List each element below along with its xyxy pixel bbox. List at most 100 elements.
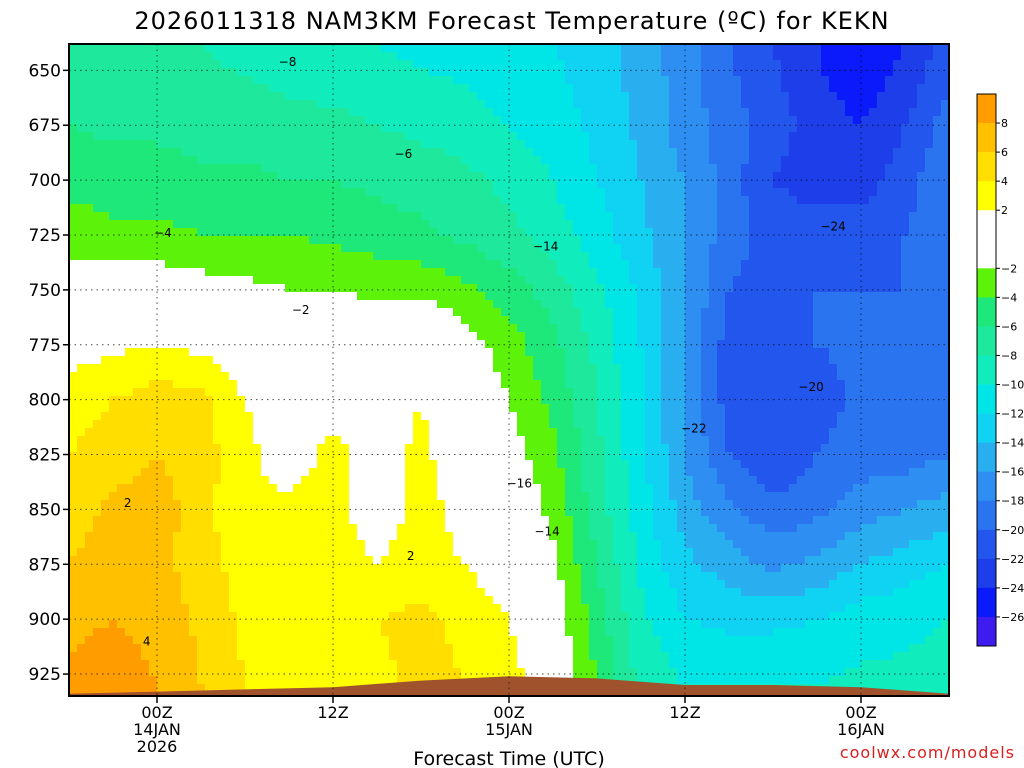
field-cell (757, 380, 766, 389)
field-cell (709, 316, 718, 325)
field-cell (133, 148, 142, 157)
field-cell (725, 212, 734, 221)
field-cell (245, 204, 254, 213)
field-cell (621, 132, 630, 141)
field-cell (829, 132, 838, 141)
field-cell (149, 300, 158, 309)
field-cell (781, 68, 790, 77)
field-cell (237, 100, 246, 109)
field-cell (685, 252, 694, 261)
field-cell (229, 268, 238, 277)
field-cell (133, 92, 142, 101)
field-cell (597, 100, 606, 109)
field-cell (117, 124, 126, 133)
field-cell (381, 212, 390, 221)
field-cell (661, 140, 670, 149)
field-cell (645, 84, 654, 93)
field-cell (709, 84, 718, 93)
field-cell (941, 244, 950, 253)
field-cell (861, 60, 870, 69)
field-cell (293, 260, 302, 269)
field-cell (573, 260, 582, 269)
field-cell (861, 220, 870, 229)
field-cell (285, 124, 294, 133)
field-cell (493, 276, 502, 285)
field-cell (781, 252, 790, 261)
field-cell (837, 388, 846, 397)
field-cell (821, 332, 830, 341)
field-cell (357, 164, 366, 173)
field-cell (429, 220, 438, 229)
field-cell (421, 324, 430, 333)
field-cell (509, 380, 518, 389)
field-cell (477, 204, 486, 213)
field-cell (293, 148, 302, 157)
field-cell (253, 364, 262, 373)
field-cell (773, 284, 782, 293)
field-cell (477, 212, 486, 221)
field-cell (741, 228, 750, 237)
field-cell (293, 44, 302, 53)
field-cell (373, 324, 382, 333)
field-cell (509, 300, 518, 309)
field-cell (189, 388, 198, 397)
field-cell (917, 204, 926, 213)
field-cell (821, 180, 830, 189)
field-cell (301, 284, 310, 293)
field-cell (189, 276, 198, 285)
field-cell (269, 172, 278, 181)
field-cell (685, 388, 694, 397)
field-cell (661, 172, 670, 181)
field-cell (853, 52, 862, 61)
field-cell (701, 236, 710, 245)
field-cell (229, 340, 238, 349)
field-cell (197, 140, 206, 149)
field-cell (197, 348, 206, 357)
field-cell (909, 292, 918, 301)
field-cell (653, 268, 662, 277)
field-cell (941, 348, 950, 357)
field-cell (837, 220, 846, 229)
field-cell (917, 148, 926, 157)
field-cell (685, 284, 694, 293)
field-cell (125, 284, 134, 293)
field-cell (645, 292, 654, 301)
field-cell (469, 332, 478, 341)
field-cell (277, 44, 286, 53)
field-cell (629, 348, 638, 357)
field-cell (613, 380, 622, 389)
field-cell (565, 108, 574, 117)
field-cell (933, 220, 942, 229)
field-cell (637, 372, 646, 381)
field-cell (253, 100, 262, 109)
field-cell (877, 268, 886, 277)
field-cell (221, 340, 230, 349)
field-cell (229, 348, 238, 357)
field-cell (589, 68, 598, 77)
field-cell (109, 156, 118, 165)
field-cell (557, 196, 566, 205)
field-cell (661, 348, 670, 357)
field-cell (805, 180, 814, 189)
field-cell (325, 148, 334, 157)
field-cell (629, 220, 638, 229)
field-cell (269, 404, 278, 413)
field-cell (757, 356, 766, 365)
field-cell (749, 180, 758, 189)
field-cell (749, 396, 758, 405)
field-cell (837, 60, 846, 69)
field-cell (349, 372, 358, 381)
field-cell (629, 164, 638, 173)
field-cell (821, 220, 830, 229)
field-cell (381, 396, 390, 405)
field-cell (661, 276, 670, 285)
field-cell (757, 340, 766, 349)
field-cell (549, 380, 558, 389)
field-cell (325, 140, 334, 149)
field-cell (909, 396, 918, 405)
field-cell (301, 148, 310, 157)
field-cell (157, 332, 166, 341)
field-cell (189, 212, 198, 221)
field-cell (461, 236, 470, 245)
field-cell (821, 44, 830, 53)
